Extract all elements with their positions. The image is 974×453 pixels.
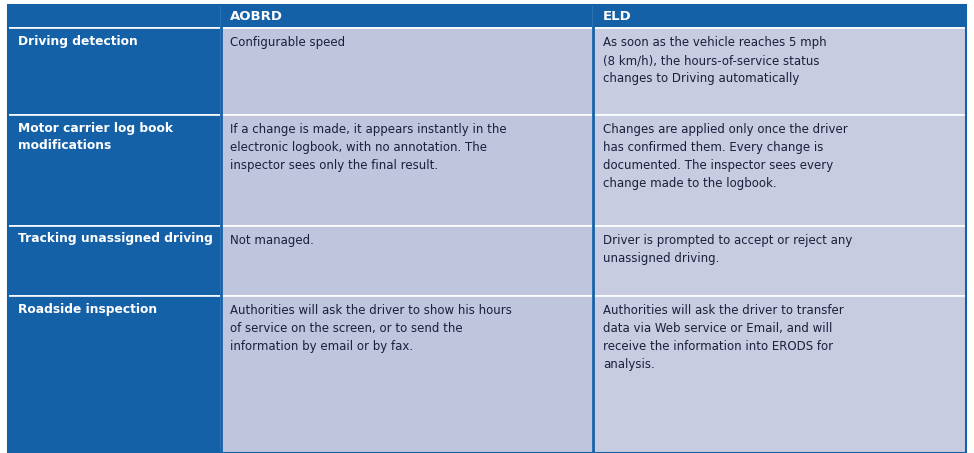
Text: Driving detection: Driving detection	[18, 35, 137, 48]
Text: Changes are applied only once the driver
has confirmed them. Every change is
doc: Changes are applied only once the driver…	[603, 123, 848, 190]
Bar	[220, 226, 593, 296]
Text: Not managed.: Not managed.	[230, 234, 315, 247]
Text: If a change is made, it appears instantly in the
electronic logbook, with no ann: If a change is made, it appears instantl…	[230, 123, 506, 172]
Bar	[8, 296, 220, 453]
Bar	[220, 5, 593, 28]
Text: Authorities will ask the driver to show his hours
of service on the screen, or t: Authorities will ask the driver to show …	[230, 304, 512, 353]
Bar	[220, 28, 593, 115]
Text: AOBRD: AOBRD	[230, 10, 283, 23]
Bar	[593, 5, 966, 28]
Text: ELD: ELD	[603, 10, 632, 23]
Bar	[593, 296, 966, 453]
Bar	[593, 115, 966, 226]
Bar	[8, 226, 220, 296]
Text: Motor carrier log book
modifications: Motor carrier log book modifications	[18, 122, 172, 152]
Text: Authorities will ask the driver to transfer
data via Web service or Email, and w: Authorities will ask the driver to trans…	[603, 304, 843, 371]
Text: Driver is prompted to accept or reject any
unassigned driving.: Driver is prompted to accept or reject a…	[603, 234, 852, 265]
Text: Roadside inspection: Roadside inspection	[18, 303, 157, 315]
Text: As soon as the vehicle reaches 5 mph
(8 km/h), the hours-of-service status
chang: As soon as the vehicle reaches 5 mph (8 …	[603, 36, 827, 85]
Text: Tracking unassigned driving: Tracking unassigned driving	[18, 232, 212, 246]
Bar	[8, 115, 220, 226]
Bar	[593, 28, 966, 115]
Text: Configurable speed: Configurable speed	[230, 36, 346, 49]
Bar	[8, 28, 220, 115]
Bar	[220, 296, 593, 453]
Bar	[8, 5, 220, 28]
Bar	[593, 226, 966, 296]
Bar	[220, 115, 593, 226]
